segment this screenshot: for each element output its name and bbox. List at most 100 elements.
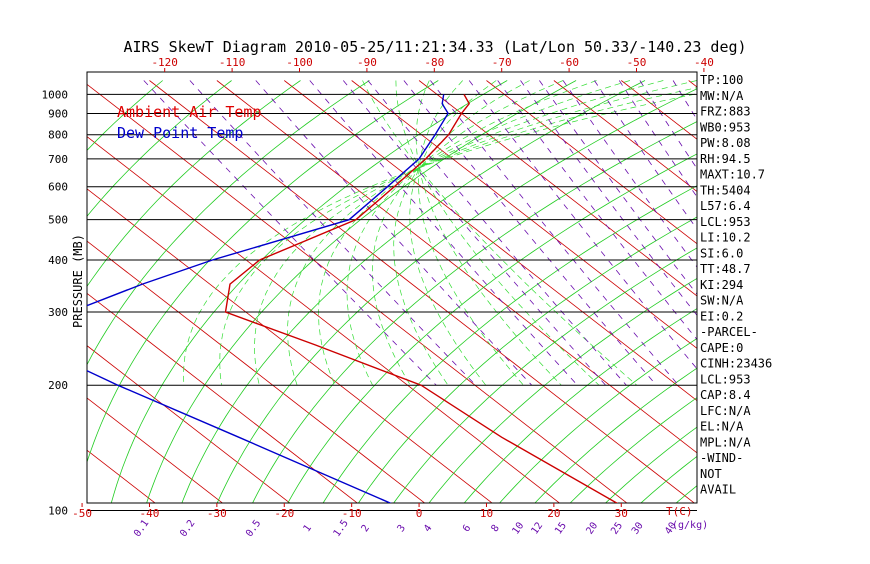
sounding-index: KI:294 bbox=[700, 278, 743, 292]
mixing-ratio-line bbox=[310, 81, 578, 386]
top-temp-tick-label: -60 bbox=[559, 56, 579, 69]
moist-adiabat bbox=[372, 81, 563, 386]
sounding-index: L57:6.4 bbox=[700, 199, 751, 213]
pressure-tick-label: 1000 bbox=[42, 88, 69, 101]
dry-adiabat bbox=[0, 81, 232, 511]
mixing-ratio-line bbox=[563, 81, 788, 386]
bottom-unit-mixing-ratio: (g/kg) bbox=[672, 520, 708, 531]
bottom-temp-tick-label: -50 bbox=[72, 507, 92, 520]
bottom-unit-temp: T(C) bbox=[666, 505, 693, 518]
mixing-ratio-label: 2 bbox=[360, 523, 372, 534]
sounding-index: TH:5404 bbox=[700, 183, 751, 197]
sounding-index: MAXT:10.7 bbox=[700, 168, 765, 182]
moist-adiabat bbox=[184, 81, 764, 386]
sounding-index: LFC:N/A bbox=[700, 404, 751, 418]
moist-adiabat bbox=[396, 81, 599, 386]
top-temp-tick-label: -100 bbox=[286, 56, 313, 69]
pressure-tick-label: 300 bbox=[48, 306, 68, 319]
dry-adiabat bbox=[284, 81, 852, 511]
isotherm bbox=[419, 81, 870, 511]
sounding-index: EL:N/A bbox=[700, 420, 744, 434]
moist-adiabat bbox=[418, 81, 523, 386]
mixing-ratio-label: 4 bbox=[422, 523, 434, 534]
isotherm bbox=[82, 81, 636, 511]
mixing-ratio-label: 8 bbox=[489, 523, 501, 534]
sounding-index: CAPE:0 bbox=[700, 341, 743, 355]
pressure-tick-label: 700 bbox=[48, 153, 68, 166]
sounding-index: NOT bbox=[700, 467, 722, 481]
top-temp-tick-label: -70 bbox=[492, 56, 512, 69]
isotherm bbox=[0, 81, 232, 511]
top-temp-tick-label: -50 bbox=[627, 56, 647, 69]
dry-adiabat bbox=[144, 81, 576, 511]
isotherm bbox=[0, 81, 367, 511]
pressure-tick-label: 900 bbox=[48, 107, 68, 120]
sounding-index: EI:0.2 bbox=[700, 309, 743, 323]
isotherm bbox=[823, 81, 870, 511]
sounding-index: RH:94.5 bbox=[700, 152, 751, 166]
pressure-tick-label: 200 bbox=[48, 379, 68, 392]
pressure-tick-label: 400 bbox=[48, 254, 68, 267]
pressure-tick-label: 600 bbox=[48, 181, 68, 194]
sounding-index: MW:N/A bbox=[700, 89, 744, 103]
bottom-temp-tick-label: 30 bbox=[615, 507, 628, 520]
mixing-ratio-label: 0.1 bbox=[132, 518, 151, 539]
isotherm bbox=[0, 81, 30, 511]
mixing-ratio-label: 12 bbox=[529, 520, 545, 536]
sounding-index: MPL:N/A bbox=[700, 435, 751, 449]
sounding-index: WB0:953 bbox=[700, 120, 751, 134]
sounding-index: AVAIL bbox=[700, 483, 736, 497]
mixing-ratio-label: 25 bbox=[609, 521, 625, 537]
dry-adiabat bbox=[668, 81, 870, 511]
bottom-temp-tick-label: -10 bbox=[342, 507, 362, 520]
isotherm bbox=[486, 81, 870, 511]
dry-adiabat bbox=[772, 81, 870, 511]
isotherm bbox=[0, 81, 300, 511]
sounding-index: -PARCEL- bbox=[700, 325, 758, 339]
sounding-index: LCL:953 bbox=[700, 215, 751, 229]
mixing-ratio-label: 3 bbox=[396, 523, 408, 534]
mixing-ratio-label: 1 bbox=[302, 523, 314, 534]
top-temp-tick-label: -80 bbox=[424, 56, 444, 69]
top-temp-tick-label: -120 bbox=[151, 56, 178, 69]
y-axis-label: PRESSURE (MB) bbox=[71, 234, 85, 328]
sounding-index: -WIND- bbox=[700, 451, 743, 465]
mixing-ratio-label: 0.5 bbox=[244, 518, 263, 539]
mixing-ratio-line bbox=[368, 81, 626, 386]
mixing-ratio-label: 20 bbox=[584, 520, 600, 536]
dry-adiabat bbox=[423, 81, 870, 511]
legend-ambient-air-temp: Ambient Air Temp bbox=[117, 103, 262, 121]
mixing-ratio-line bbox=[256, 81, 532, 386]
bottom-temp-tick-label: -30 bbox=[207, 507, 227, 520]
chart-title: AIRS SkewT Diagram 2010-05-25/11:21:34.3… bbox=[123, 38, 746, 56]
bottom-temp-tick-label: -40 bbox=[140, 507, 160, 520]
moist-adiabat bbox=[319, 81, 630, 386]
sounding-index: LCL:953 bbox=[700, 372, 751, 386]
top-temp-tick-label: -40 bbox=[694, 56, 714, 69]
mixing-ratio-line bbox=[343, 81, 605, 386]
pressure-tick-label: 800 bbox=[48, 129, 68, 142]
isotherm bbox=[217, 81, 771, 511]
mixing-ratio-label: 1.5 bbox=[332, 518, 351, 539]
sounding-index: PW:8.08 bbox=[700, 136, 751, 150]
dry-adiabat bbox=[458, 81, 870, 511]
mixing-ratio-label: 30 bbox=[630, 520, 646, 536]
dry-adiabat bbox=[633, 81, 870, 511]
mixing-ratio-line bbox=[430, 81, 678, 386]
sounding-index: TT:48.7 bbox=[700, 262, 751, 276]
sounding-index: TP:100 bbox=[700, 73, 743, 87]
isotherm bbox=[756, 81, 870, 511]
dry-adiabat bbox=[74, 81, 438, 511]
dry-adiabat bbox=[109, 81, 507, 511]
moist-adiabat bbox=[363, 81, 637, 386]
moist-adiabat bbox=[394, 81, 530, 386]
mixing-ratio-label: 10 bbox=[510, 521, 526, 537]
mixing-ratio-label: 0.2 bbox=[178, 518, 197, 539]
legend-dew-point-temp: Dew Point Temp bbox=[117, 124, 243, 142]
sounding-profiles bbox=[32, 94, 630, 510]
pressure-tick-label: 100 bbox=[48, 505, 68, 518]
mixing-ratio-line bbox=[469, 81, 711, 386]
sounding-index: SW:N/A bbox=[700, 294, 744, 308]
